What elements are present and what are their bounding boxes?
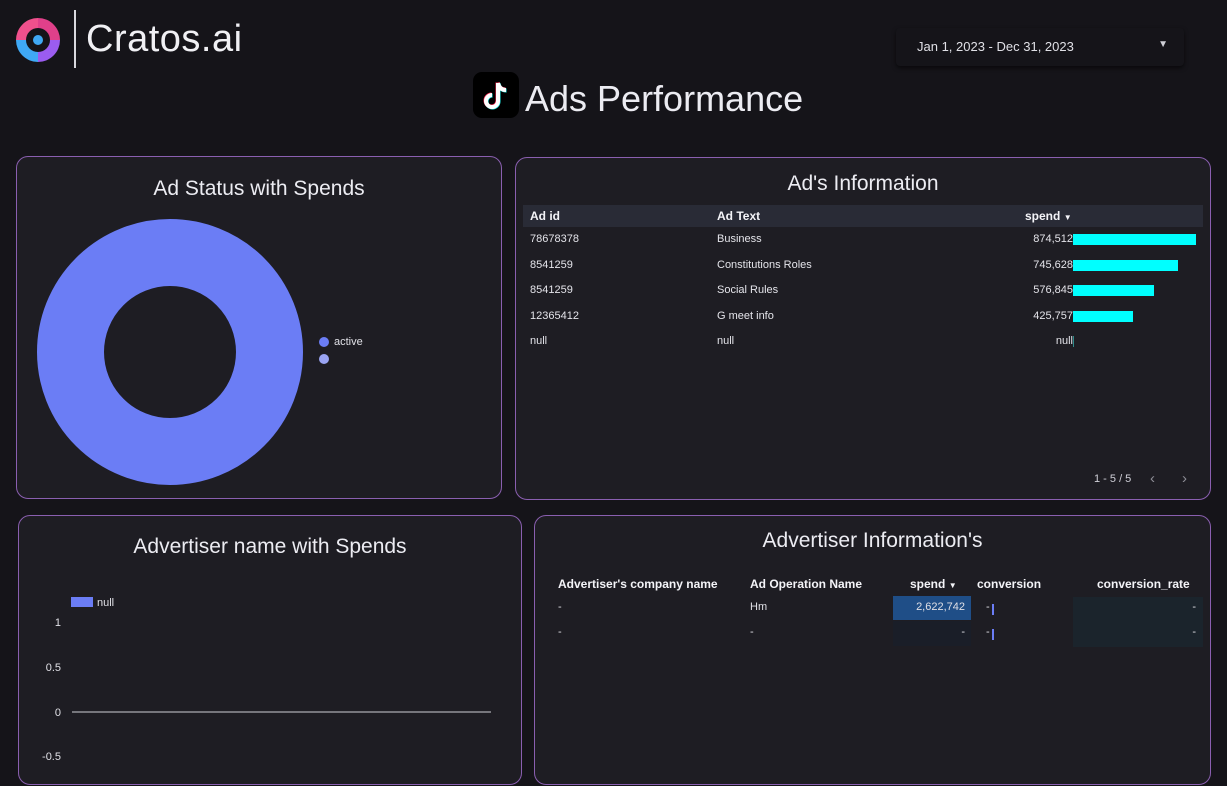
table-header: Ad id Ad Text spend ▼ <box>523 205 1203 227</box>
ad-status-donut-chart[interactable] <box>37 219 303 485</box>
y-tick-label: 0 <box>55 707 61 719</box>
spend-cell-bg <box>893 621 971 646</box>
pagination-label: 1 - 5 / 5 <box>1094 473 1132 485</box>
advertiser-chart-title: Advertiser name with Spends <box>133 535 407 558</box>
cell-spend: 745,628 <box>1033 259 1073 271</box>
legend-item-active[interactable]: active <box>319 336 363 348</box>
column-header-spend[interactable]: spend ▼ <box>910 577 957 591</box>
cell-conversion: - <box>986 626 990 638</box>
column-header-spend[interactable]: spend ▼ <box>1025 209 1072 223</box>
cell-ad-text: null <box>717 335 735 347</box>
legend-dot <box>319 337 329 348</box>
column-header-spend-label: spend <box>910 577 946 591</box>
advertiser-bar-chart[interactable]: null 1 0.5 0 -0.5 <box>19 516 523 786</box>
cell-conversion-rate: - <box>1192 626 1196 638</box>
spend-bar-fill <box>1073 234 1196 245</box>
ad-status-title: Ad Status with Spends <box>153 177 365 200</box>
spend-bar <box>1073 234 1203 245</box>
spend-bar <box>1073 311 1203 322</box>
legend-label: null <box>97 597 114 609</box>
spend-bar <box>1073 285 1203 296</box>
brand-logo: Cratos.ai <box>10 8 250 70</box>
ad-status-card: Ad Status with Spends active <box>16 156 502 499</box>
legend-dot <box>319 354 329 365</box>
column-header-ad-id[interactable]: Ad id <box>530 209 560 223</box>
sort-desc-icon: ▼ <box>1063 213 1072 222</box>
ad-information-card: Ad's Information Ad id Ad Text spend ▼ 7… <box>515 157 1211 500</box>
spend-bar <box>1073 260 1203 271</box>
cell-spend: 425,757 <box>1033 310 1073 322</box>
y-tick-label: 1 <box>55 617 61 629</box>
cell-ad-text: Social Rules <box>717 284 779 296</box>
cell-ad-id: 8541259 <box>530 259 573 271</box>
ad-information-title: Ad's Information <box>787 172 939 195</box>
rate-cell-bg <box>1073 597 1203 647</box>
cell-ad-text: Constitutions Roles <box>717 259 812 271</box>
y-tick-label: -0.5 <box>42 751 61 763</box>
logo-divider <box>74 10 76 68</box>
cell-spend: 576,845 <box>1033 284 1073 296</box>
chevron-right-icon[interactable]: › <box>1182 470 1187 487</box>
date-range-label: Jan 1, 2023 - Dec 31, 2023 <box>917 39 1074 54</box>
page-title: Ads Performance <box>525 78 804 119</box>
cell-conversion: - <box>986 601 990 613</box>
spend-bar-fill <box>1073 260 1178 271</box>
cell-ad-text: G meet info <box>717 310 774 322</box>
cell-ad-text: Business <box>717 233 762 245</box>
table-row[interactable]: null null null <box>523 331 1203 353</box>
spend-bar-fill <box>1073 336 1074 347</box>
cell-operation: Hm <box>750 601 768 613</box>
brand-name: Cratos.ai <box>86 18 243 60</box>
table-row[interactable]: 8541259 Constitutions Roles 745,628 <box>523 255 1203 277</box>
cell-ad-id: 12365412 <box>530 310 579 322</box>
table-row[interactable]: 78678378 Business 874,512 <box>523 229 1203 251</box>
column-header-spend-label: spend <box>1025 209 1061 223</box>
advertiser-information-title: Advertiser Information's <box>762 529 983 552</box>
conversion-bar <box>992 604 994 615</box>
spend-bar-fill <box>1073 285 1154 296</box>
cell-company: - <box>558 601 562 613</box>
advertiser-spend-chart-card: Advertiser name with Spends null 1 0.5 0… <box>18 515 522 785</box>
caret-down-icon: ▼ <box>1158 39 1168 50</box>
table-row[interactable]: 12365412 G meet info 425,757 <box>523 306 1203 328</box>
cell-operation: - <box>750 626 754 638</box>
spend-bar <box>1073 336 1203 347</box>
spend-cell-bg <box>893 596 971 620</box>
legend-item-2[interactable] <box>319 353 334 365</box>
column-header-conversion-rate[interactable]: conversion_rate <box>1097 577 1190 591</box>
conversion-bar <box>992 629 994 640</box>
cell-spend: 874,512 <box>1033 233 1073 245</box>
donut-slice-active[interactable] <box>37 219 303 485</box>
cell-ad-id: null <box>530 335 548 347</box>
advertiser-information-card: Advertiser Information's Advertiser's co… <box>534 515 1211 785</box>
legend-label: active <box>334 336 363 348</box>
table-row[interactable]: - - - - - <box>535 623 1212 645</box>
cell-conversion-rate: - <box>1192 601 1196 613</box>
table-row[interactable]: 8541259 Social Rules 576,845 <box>523 280 1203 302</box>
cell-spend: null <box>1055 335 1073 347</box>
cell-spend: 2,622,742 <box>916 601 965 613</box>
cratos-logo-icon <box>16 18 60 62</box>
date-range-picker[interactable]: Jan 1, 2023 - Dec 31, 2023 ▼ <box>896 28 1184 66</box>
cell-company: - <box>558 626 562 638</box>
tiktok-logo-icon <box>473 72 519 118</box>
spend-bar-fill <box>1073 311 1133 322</box>
column-header-ad-text[interactable]: Ad Text <box>717 209 761 223</box>
legend-swatch <box>71 597 93 607</box>
table-row[interactable]: - Hm 2,622,742 - - <box>535 598 1212 620</box>
column-header-company[interactable]: Advertiser's company name <box>558 577 718 591</box>
sort-desc-icon: ▼ <box>948 581 957 590</box>
cell-spend: - <box>961 626 965 638</box>
column-header-conversion[interactable]: conversion <box>977 577 1042 591</box>
cell-ad-id: 78678378 <box>530 233 579 245</box>
y-tick-label: 0.5 <box>46 662 61 674</box>
column-header-operation[interactable]: Ad Operation Name <box>750 577 863 591</box>
chevron-left-icon[interactable]: ‹ <box>1150 470 1155 487</box>
cell-ad-id: 8541259 <box>530 284 573 296</box>
